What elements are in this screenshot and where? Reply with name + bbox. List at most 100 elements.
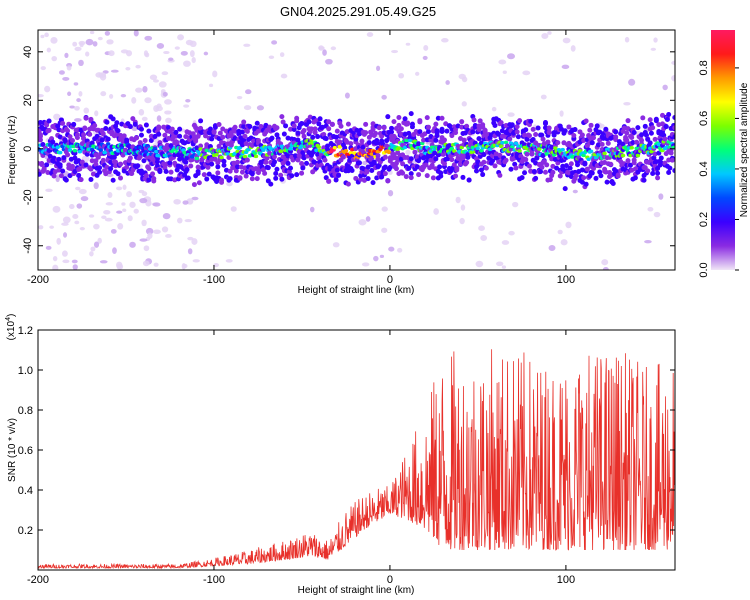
spectrogram-cell [51,55,58,62]
spectrogram-cell [131,125,138,132]
spectrogram-cell [391,119,397,125]
spectrogram-cell [214,152,219,157]
x-tick-label: 100 [557,274,575,286]
spectrogram-cell [161,226,169,233]
spectrogram-cell [464,123,470,129]
spectrogram-cell [152,133,158,139]
spectrogram-cell [407,138,413,143]
spectrogram-cell [414,164,420,170]
spectrogram-cell [211,129,217,135]
spectrogram-cell [76,98,81,103]
spectrogram-cell [97,36,103,41]
spectrogram-cell [38,94,44,98]
spectrogram-cell [362,160,368,166]
spectrogram-cell [166,135,172,141]
spectrogram-cell [625,158,631,164]
spectrogram-cell [408,171,414,177]
spectrogram-cell [363,121,369,127]
spectrogram-cell [629,146,634,150]
spectrogram-cell [97,165,103,171]
spectrogram-cell [207,126,213,132]
spectrogram-cell [632,175,638,181]
spectrogram-cell [97,237,102,244]
spectrogram-cell [620,141,626,147]
spectrogram-cell [584,166,590,172]
spectrogram-cell [245,89,252,95]
spectrogram-cell [561,64,570,70]
spectrogram-cell [152,202,161,207]
spectrogram-cell [381,206,388,212]
spectrogram-cell [194,156,200,161]
spectrogram-cell [203,51,209,56]
spectrogram-cell [50,139,56,145]
spectrogram-cell [348,141,354,147]
spectrogram-cell [327,164,333,170]
spectrogram-cell [490,158,496,164]
spectrogram-cell [547,177,553,183]
spectrogram-cell [108,50,115,57]
spectrogram-cell [546,129,552,135]
spectrogram-cell [216,122,222,128]
spectrogram-cell [68,204,75,210]
spectrogram-cell [158,81,167,88]
spectrogram-cell [581,137,587,143]
spectrogram-cell [348,150,354,155]
spectrogram-cell [176,217,183,224]
spectrogram-cell [337,145,342,149]
spectrogram-cell [652,136,658,142]
spectrogram-cell [110,177,116,183]
spectrogram-cell [417,118,423,124]
spectrogram-cell [416,172,422,178]
spectrogram-cell [212,70,218,78]
spectrogram-cell [416,158,422,164]
spectrogram-cell [666,170,672,176]
spectrogram-cell [433,121,439,127]
spectrogram-cell [188,163,194,169]
spectrogram-cell [121,133,127,139]
spectrogram-cell [127,124,133,130]
spectrogram-cell [655,170,661,176]
spectrogram-cell [366,32,374,37]
spectrogram-cell [83,162,89,168]
spectrogram-cell [655,166,661,172]
spectrogram-cell [263,145,269,150]
spectrogram-cell [278,149,283,153]
spectrogram-cell [174,167,180,173]
spectrogram-cell [183,60,191,67]
spectrogram-cell [62,250,68,257]
spectrogram-cell [457,135,463,141]
spectrogram-cell [514,124,520,130]
spectrogram-cell [359,138,365,144]
spectrogram-cell [131,96,137,104]
spectrogram-cell [631,157,637,163]
y-tick-label: 20 [22,94,34,106]
spectrogram-cell [441,38,449,43]
spectrogram-cell [582,161,588,167]
spectrogram-cell [575,159,581,165]
spectrogram-cell [409,121,415,127]
spectrogram-cell [58,173,64,179]
spectrogram-cell [647,117,653,123]
spectrogram-cell [610,180,616,186]
spectrogram-cell [384,138,390,144]
spectrogram-cell [130,116,136,122]
spectrogram-cell [232,124,238,130]
spectrogram-cell [141,116,148,121]
spectrogram-cell [67,173,73,179]
x-tick-label: 0 [387,574,393,586]
spectrogram-cell [409,143,414,148]
spectrogram-cell [316,145,322,149]
spectrogram-cell [433,137,439,143]
spectrogram-cell [507,136,513,142]
spectrogram-cell [127,215,133,222]
spectrogram-cell [138,132,144,138]
spectrogram-cell [185,175,191,181]
spectrogram-cell [299,121,305,127]
spectrogram-cell [406,130,412,136]
spectrogram-cell [459,217,465,225]
spectrogram-cell [95,72,103,78]
spectrogram-cell [588,149,594,154]
spectrogram-cell [475,146,480,151]
spectrogram-cell [444,128,450,134]
spectrogram-cell [647,140,653,146]
